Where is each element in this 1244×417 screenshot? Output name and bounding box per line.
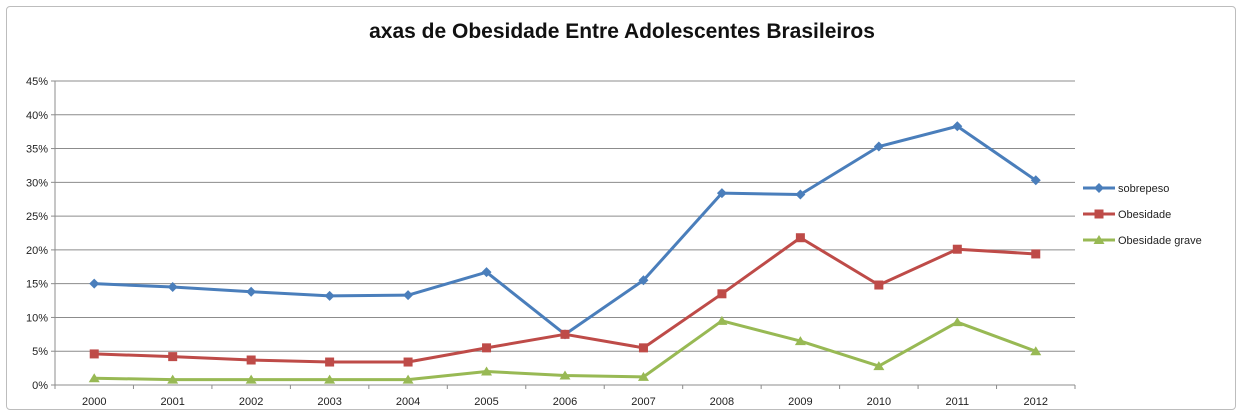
x-tick-label: 2007 xyxy=(631,396,655,408)
data-point-obesidade xyxy=(246,355,256,365)
data-point-sobrepeso xyxy=(246,286,257,297)
y-tick-label: 35% xyxy=(26,144,48,156)
x-tick-label: 2001 xyxy=(160,396,184,408)
data-point-sobrepeso xyxy=(89,278,100,289)
x-tick-label: 2012 xyxy=(1024,396,1048,408)
data-point-sobrepeso xyxy=(403,290,414,301)
y-tick-label: 20% xyxy=(26,245,48,257)
data-point-sobrepeso xyxy=(1030,175,1041,186)
data-point-obesidade xyxy=(952,244,962,254)
data-point-obesidade xyxy=(560,329,570,339)
x-tick-label: 2009 xyxy=(788,396,812,408)
legend-marker-obesidade-grave xyxy=(1093,235,1105,244)
data-point-obesidade xyxy=(874,280,884,290)
x-tick-label: 2005 xyxy=(474,396,498,408)
y-tick-label: 40% xyxy=(26,110,48,122)
y-tick-label: 45% xyxy=(26,76,48,88)
x-tick-label: 2006 xyxy=(553,396,577,408)
data-point-obesidade-grave xyxy=(245,374,257,384)
series-line-sobrepeso xyxy=(94,124,1037,336)
x-tick-label: 2010 xyxy=(867,396,891,408)
y-tick-label: 10% xyxy=(26,312,48,324)
x-tick-label: 2003 xyxy=(317,396,341,408)
series-line-obesidade xyxy=(94,236,1036,364)
data-point-sobrepeso xyxy=(481,267,492,278)
y-tick-label: 15% xyxy=(26,279,48,291)
x-tick-label: 2000 xyxy=(82,396,106,408)
y-tick-label: 5% xyxy=(32,346,48,358)
legend-label-obesidade-grave: Obesidade grave xyxy=(1118,235,1202,247)
data-point-obesidade-grave xyxy=(481,366,493,376)
data-point-sobrepeso xyxy=(716,188,727,199)
data-point-obesidade-grave xyxy=(402,374,414,384)
data-point-sobrepeso xyxy=(638,275,649,286)
x-tick-label: 2008 xyxy=(710,396,734,408)
legend-label-sobrepeso: sobrepeso xyxy=(1118,183,1169,195)
data-point-obesidade-grave xyxy=(167,374,179,384)
data-point-sobrepeso xyxy=(324,290,335,301)
data-point-obesidade xyxy=(325,357,335,367)
x-tick-label: 2004 xyxy=(396,396,420,408)
y-tick-label: 0% xyxy=(32,380,48,392)
data-point-obesidade xyxy=(482,343,492,353)
data-point-obesidade-grave xyxy=(637,371,649,381)
data-point-obesidade xyxy=(638,343,648,353)
chart-title: axas de Obesidade Entre Adolescentes Bra… xyxy=(369,20,875,43)
legend-marker-obesidade xyxy=(1094,209,1104,219)
data-point-sobrepeso xyxy=(167,282,178,293)
data-point-obesidade-grave xyxy=(873,361,885,371)
legend-marker-sobrepeso xyxy=(1094,183,1104,193)
data-point-obesidade-grave xyxy=(794,336,806,346)
data-point-obesidade xyxy=(168,352,178,362)
data-point-obesidade-grave xyxy=(88,373,100,383)
data-point-obesidade-grave xyxy=(1030,346,1042,356)
data-point-sobrepeso xyxy=(795,189,806,200)
data-point-obesidade-grave xyxy=(951,317,963,327)
data-point-obesidade xyxy=(1031,249,1041,259)
data-point-obesidade-grave xyxy=(716,315,728,325)
data-point-obesidade-grave xyxy=(559,370,571,380)
y-tick-label: 25% xyxy=(26,211,48,223)
data-point-obesidade-grave xyxy=(324,374,336,384)
x-tick-label: 2002 xyxy=(239,396,263,408)
x-tick-label: 2011 xyxy=(945,396,969,408)
data-point-sobrepeso xyxy=(873,141,884,152)
data-point-obesidade xyxy=(795,233,805,243)
data-point-obesidade xyxy=(89,349,99,359)
data-point-sobrepeso xyxy=(952,121,963,132)
y-tick-label: 30% xyxy=(26,177,48,189)
data-point-obesidade xyxy=(717,289,727,299)
data-point-obesidade xyxy=(403,357,413,367)
legend-label-obesidade: Obesidade xyxy=(1118,209,1171,221)
